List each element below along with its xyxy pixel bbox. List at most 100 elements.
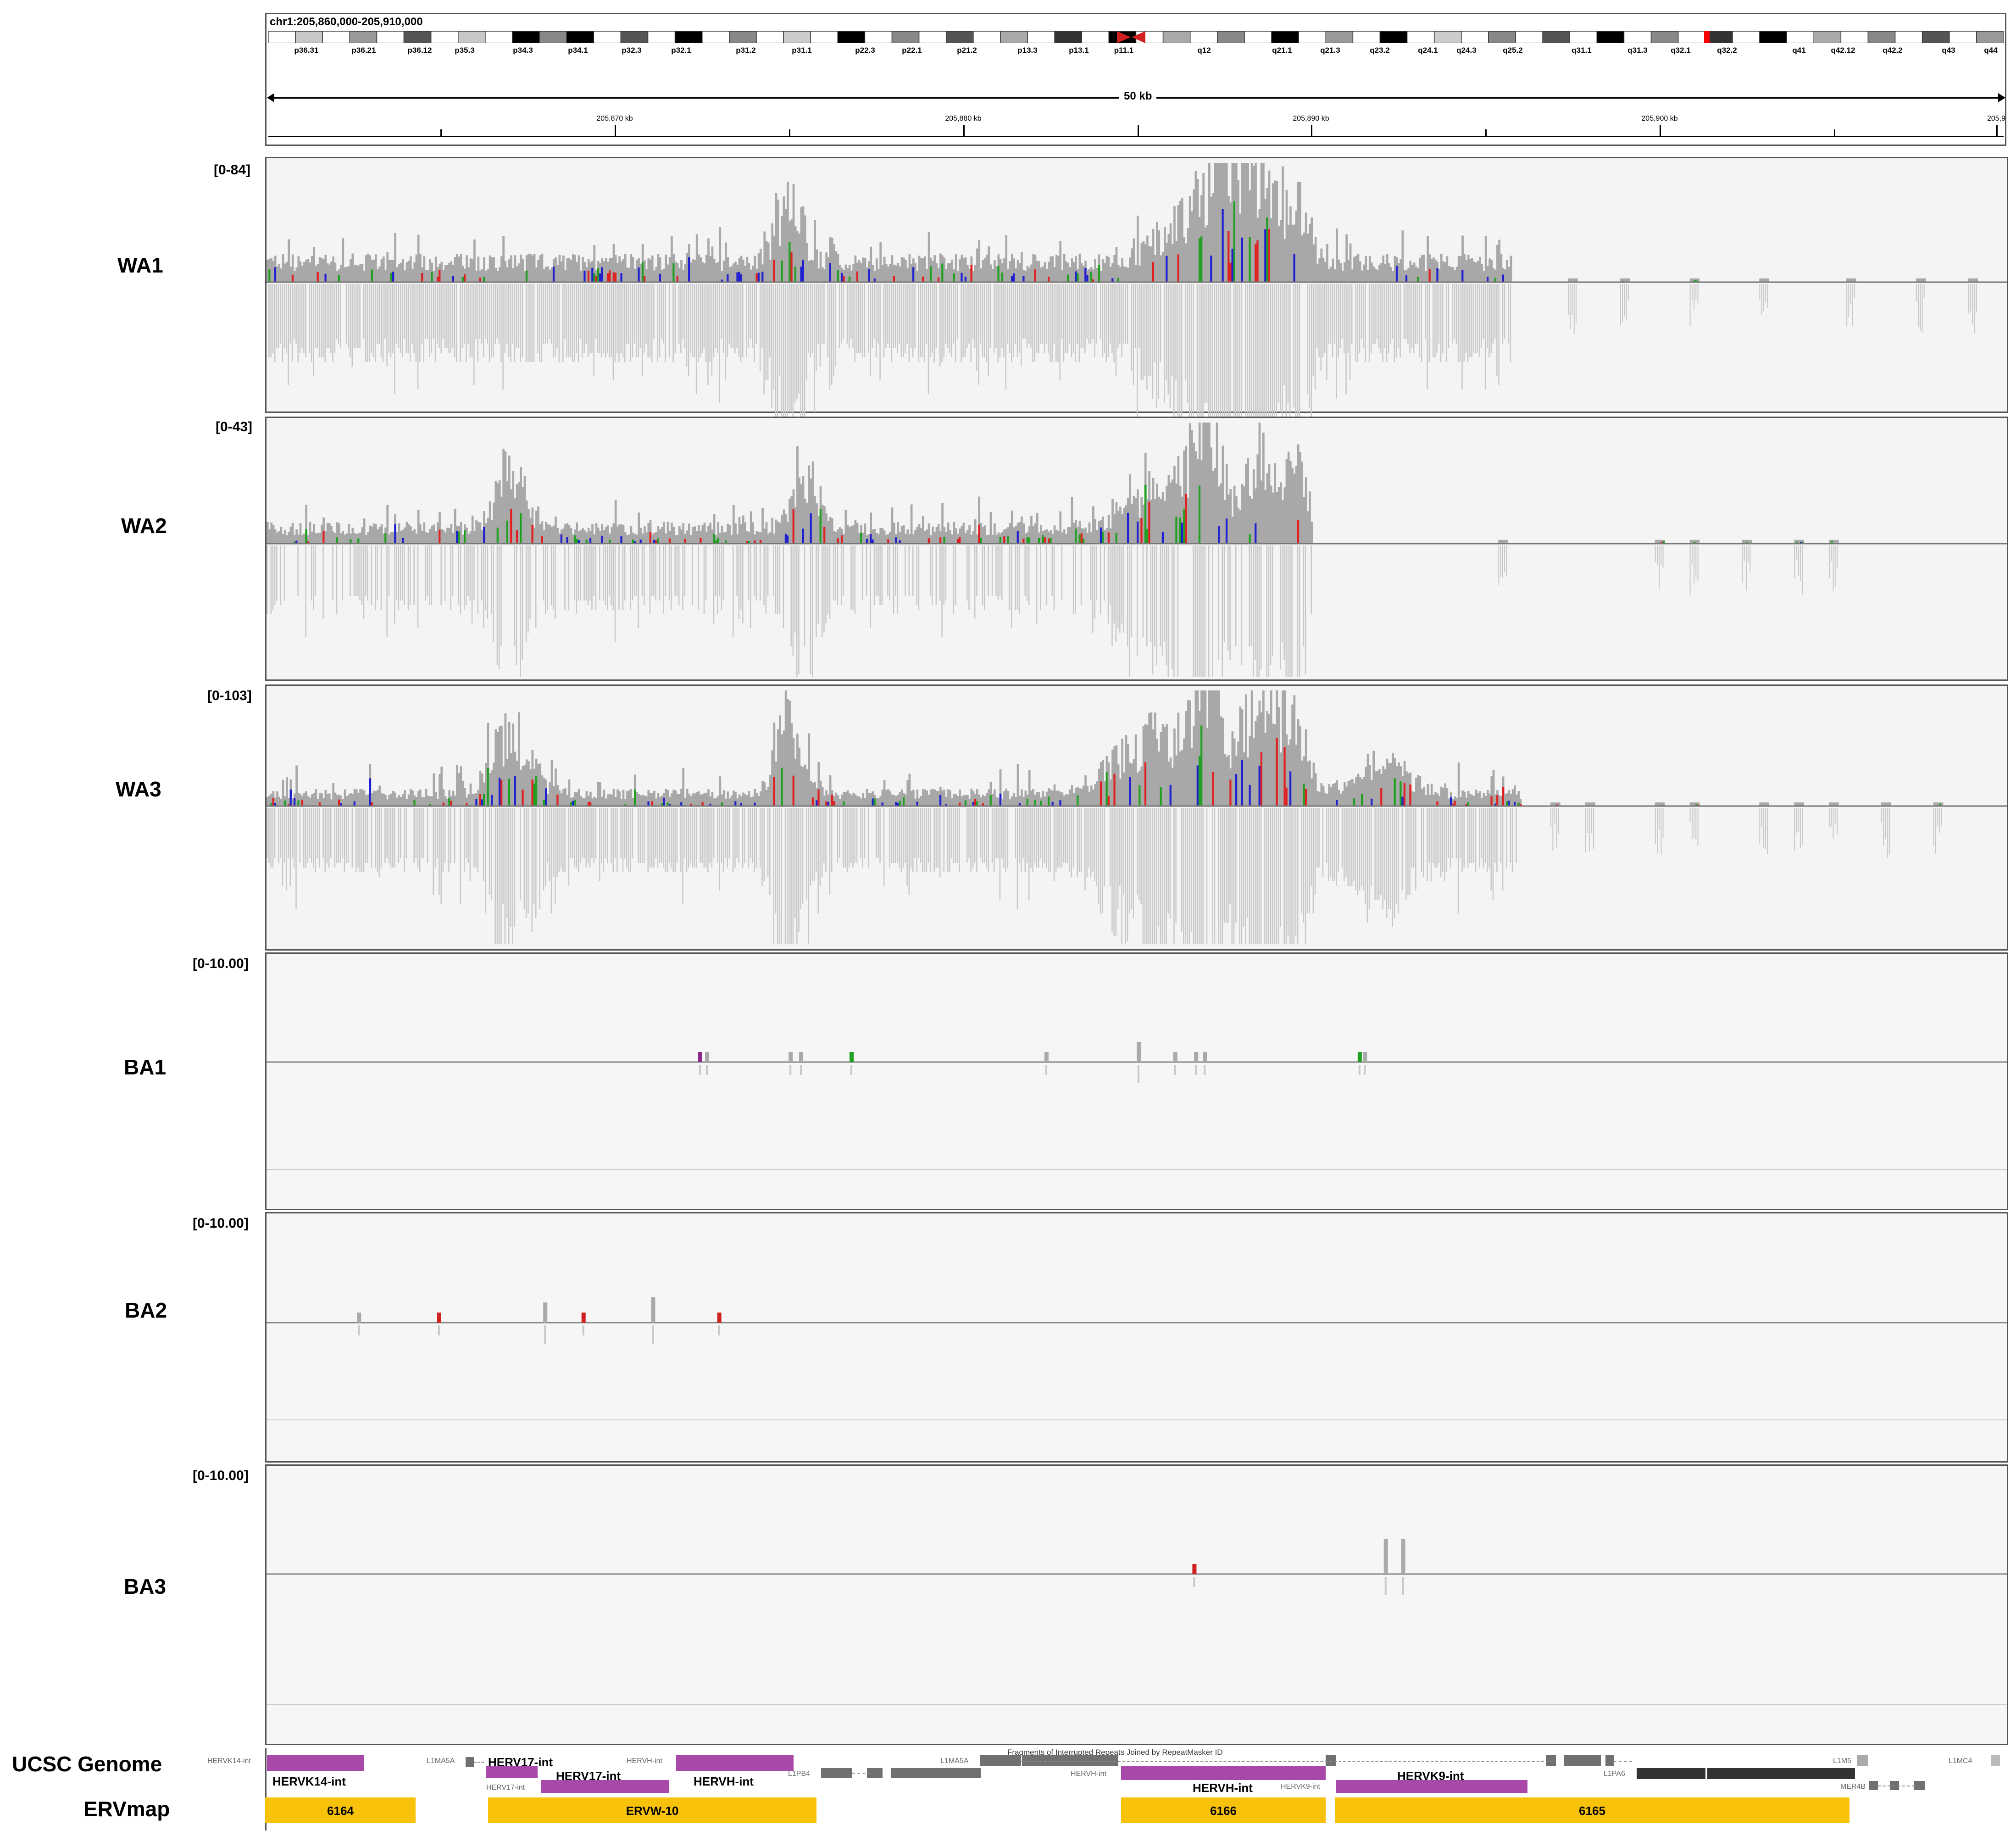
ervmap-block[interactable] bbox=[1121, 1797, 1326, 1823]
coverage-bar bbox=[537, 260, 539, 282]
repeat-l1ma5a[interactable] bbox=[466, 1757, 474, 1767]
track-ba2[interactable] bbox=[265, 1212, 2008, 1463]
coverage-bar bbox=[363, 518, 366, 544]
coverage-bar bbox=[1048, 261, 1050, 282]
coverage-bar bbox=[1181, 750, 1183, 806]
repeat-l1-b[interactable] bbox=[1564, 1755, 1601, 1766]
coverage-bar bbox=[864, 258, 866, 282]
coverage-bar bbox=[1461, 790, 1464, 806]
coverage-bar bbox=[270, 258, 273, 282]
coverage-bar bbox=[991, 269, 994, 282]
coverage-bar bbox=[606, 525, 609, 544]
repeat-l1pb4-b[interactable] bbox=[867, 1768, 883, 1778]
read-stack bbox=[811, 808, 813, 881]
read-stack bbox=[483, 545, 484, 628]
mismatch-bar bbox=[369, 778, 372, 806]
coverage-bar bbox=[1378, 265, 1381, 282]
repeat-l1pa6-b[interactable] bbox=[1707, 1768, 1855, 1779]
repeat-l1pb4-c[interactable] bbox=[891, 1768, 981, 1778]
read-stack bbox=[647, 808, 649, 872]
coverage-bar bbox=[906, 780, 909, 806]
ucsc-genome-label: UCSC Genome bbox=[12, 1752, 162, 1776]
coverage-bar bbox=[885, 535, 888, 544]
repeat-l1mc4[interactable] bbox=[1991, 1755, 2000, 1766]
read-stack bbox=[1011, 284, 1012, 362]
track-wa1[interactable] bbox=[265, 157, 2008, 420]
repeat-hervh-int-b[interactable] bbox=[1121, 1766, 1326, 1780]
read-stack bbox=[1200, 284, 1202, 420]
read-stack bbox=[529, 284, 531, 362]
coverage-bar bbox=[456, 764, 458, 806]
coverage-bar bbox=[1021, 789, 1023, 806]
mismatch-bar bbox=[1283, 747, 1286, 806]
ervmap-block[interactable] bbox=[1335, 1797, 1849, 1823]
ervmap-block[interactable] bbox=[488, 1797, 816, 1823]
read-stack bbox=[466, 284, 467, 362]
read-stack bbox=[875, 808, 877, 858]
chromosome-ideogram[interactable] bbox=[268, 31, 2004, 43]
repeat-mer4b-c[interactable] bbox=[1914, 1781, 1925, 1790]
mismatch-bar bbox=[1196, 765, 1199, 806]
read-stack bbox=[1394, 284, 1395, 362]
read-stack bbox=[912, 808, 914, 872]
read-stack bbox=[299, 284, 301, 353]
read-stack bbox=[274, 545, 276, 605]
repeat-hervk14-int[interactable] bbox=[267, 1755, 364, 1771]
coverage-bar bbox=[1203, 1052, 1207, 1062]
coverage-bar bbox=[317, 533, 319, 544]
coverage-bar bbox=[811, 782, 814, 806]
read-stack bbox=[570, 808, 572, 858]
coverage-bar bbox=[620, 524, 623, 544]
coverage-bar bbox=[1045, 791, 1048, 806]
track-wa2[interactable] bbox=[265, 417, 2008, 681]
coverage-bar bbox=[437, 1313, 441, 1323]
repeat-l1m5[interactable] bbox=[1857, 1755, 1868, 1766]
read-stack bbox=[1266, 284, 1267, 420]
coverage-bar bbox=[783, 730, 785, 806]
repeat-hervk9-int[interactable] bbox=[1336, 1780, 1527, 1793]
ideogram-band bbox=[1081, 31, 1110, 43]
coverage-bar bbox=[947, 789, 950, 806]
coverage-bar bbox=[429, 529, 431, 544]
coverage-bar bbox=[1212, 471, 1215, 544]
read-stack bbox=[1301, 808, 1302, 913]
coverage-bar bbox=[831, 518, 833, 544]
repeat-l1-c[interactable] bbox=[1605, 1755, 1614, 1766]
read-stack bbox=[1094, 808, 1095, 881]
coverage-bar bbox=[899, 266, 901, 282]
track-ba1[interactable] bbox=[265, 952, 2008, 1210]
read-stack bbox=[717, 808, 718, 863]
coverage-bar bbox=[817, 762, 820, 806]
repeat-l1ma5a-b[interactable] bbox=[980, 1755, 1021, 1766]
repeat-hervh-int-a[interactable] bbox=[676, 1755, 794, 1771]
read-stack bbox=[1374, 808, 1376, 900]
kb-label: 205,9 bbox=[1987, 115, 2006, 122]
coverage-bar bbox=[1196, 179, 1199, 282]
read-stack bbox=[775, 545, 777, 614]
repeat-l1pa6-a[interactable] bbox=[1637, 1768, 1705, 1779]
coverage-bar bbox=[775, 762, 778, 806]
ervmap-block[interactable] bbox=[265, 1797, 416, 1823]
track-ba3[interactable] bbox=[265, 1464, 2008, 1745]
track-wa3[interactable] bbox=[265, 684, 2008, 951]
read-stack bbox=[1235, 808, 1237, 923]
read-stack bbox=[1229, 545, 1231, 660]
mismatch-bar bbox=[1249, 237, 1251, 282]
coverage-bar bbox=[881, 265, 884, 282]
read-stack bbox=[1111, 808, 1113, 932]
mismatch-bar bbox=[690, 803, 692, 806]
repeat-l1pb4-a[interactable] bbox=[821, 1768, 852, 1778]
coverage-bar bbox=[682, 270, 685, 282]
read-stack bbox=[1218, 284, 1219, 420]
coverage-bar bbox=[390, 531, 393, 544]
repeat-herv17-int-b[interactable] bbox=[541, 1780, 669, 1793]
repeat-mer4b-a[interactable] bbox=[1869, 1781, 1878, 1790]
read-stack bbox=[879, 545, 881, 605]
read-stack bbox=[1194, 808, 1196, 944]
read-stack bbox=[463, 808, 465, 872]
read-stack bbox=[1357, 808, 1359, 895]
locus-readout[interactable]: chr1:205,860,000-205,910,000 bbox=[270, 16, 423, 28]
repeat-herv17-int-a[interactable] bbox=[486, 1766, 538, 1778]
read-stack bbox=[589, 284, 591, 353]
read-stack bbox=[1287, 545, 1289, 677]
